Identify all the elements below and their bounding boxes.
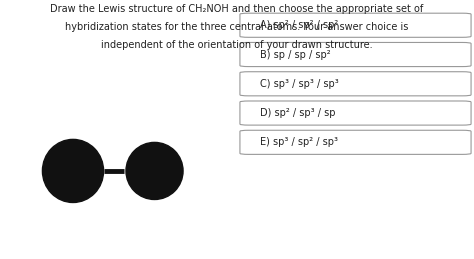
- Text: independent of the orientation of your drawn structure.: independent of the orientation of your d…: [101, 40, 373, 50]
- Ellipse shape: [126, 142, 183, 199]
- Text: Draw the Lewis structure of CH₂NOH and then choose the appropriate set of: Draw the Lewis structure of CH₂NOH and t…: [50, 4, 424, 14]
- Text: hybridization states for the three central atoms. Your answer choice is: hybridization states for the three centr…: [65, 22, 409, 32]
- Text: A) sp² / sp² / sp²: A) sp² / sp² / sp²: [260, 20, 338, 30]
- FancyBboxPatch shape: [240, 13, 471, 37]
- Text: C) sp³ / sp³ / sp³: C) sp³ / sp³ / sp³: [260, 79, 338, 89]
- Text: D) sp² / sp³ / sp: D) sp² / sp³ / sp: [260, 108, 335, 118]
- FancyBboxPatch shape: [240, 42, 471, 67]
- Text: E) sp³ / sp² / sp³: E) sp³ / sp² / sp³: [260, 137, 337, 147]
- FancyBboxPatch shape: [8, 93, 220, 249]
- FancyBboxPatch shape: [240, 101, 471, 125]
- Text: B) sp / sp / sp²: B) sp / sp / sp²: [260, 49, 330, 60]
- FancyBboxPatch shape: [240, 130, 471, 154]
- FancyBboxPatch shape: [240, 72, 471, 96]
- Ellipse shape: [43, 139, 104, 203]
